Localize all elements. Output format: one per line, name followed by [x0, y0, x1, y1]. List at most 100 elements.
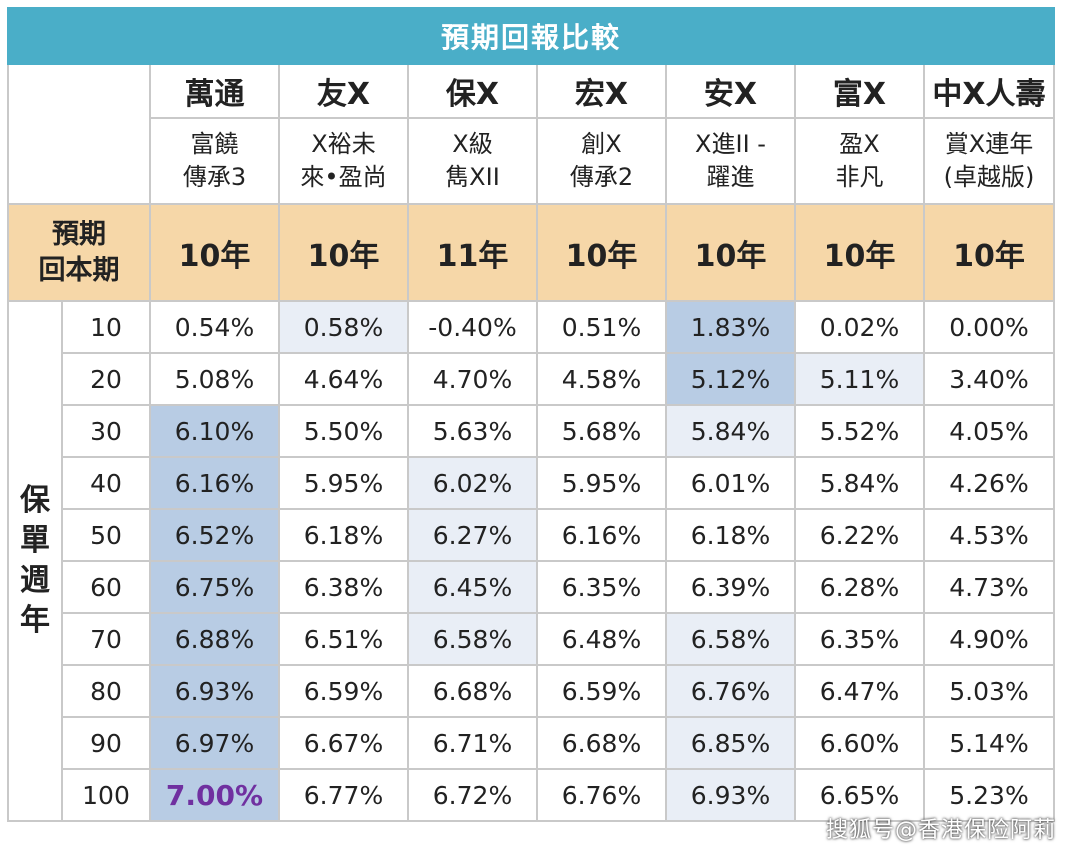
- return-cell: 6.52%: [149, 508, 280, 562]
- return-value: 6.38%: [303, 572, 384, 602]
- return-cell: 6.67%: [278, 716, 409, 770]
- return-cell: 6.16%: [149, 456, 280, 510]
- return-value: 6.18%: [690, 520, 771, 550]
- table-row: 100 7.00% 6.77% 6.72% 6.76% 6.93% 6.65% 5.23%: [8, 768, 1055, 822]
- payback-label: 預期 回本期: [7, 203, 151, 302]
- product-name-line: 非凡: [835, 163, 884, 191]
- return-value: 5.08%: [174, 364, 255, 394]
- return-value: 6.28%: [819, 572, 900, 602]
- return-value: 6.59%: [303, 676, 384, 706]
- return-cell: 6.10%: [149, 404, 280, 458]
- return-value: 6.76%: [561, 780, 642, 810]
- table-row: 70 6.88% 6.51% 6.58% 6.48% 6.58% 6.35% 4.90%: [8, 612, 1055, 666]
- return-cell: 4.26%: [923, 456, 1055, 510]
- product-name-line: 富饒: [190, 130, 239, 158]
- return-cell: 6.45%: [407, 560, 538, 614]
- return-value: 6.77%: [303, 780, 384, 810]
- return-cell: 5.95%: [536, 456, 667, 510]
- product-name: 賞X連年 (卓越版): [923, 117, 1055, 205]
- product-name-line: 盈X: [839, 130, 880, 158]
- return-value: 6.76%: [690, 676, 771, 706]
- return-cell: 6.16%: [536, 508, 667, 562]
- return-cell: 1.83%: [665, 300, 796, 354]
- policy-year: 80: [61, 664, 151, 718]
- return-value: 6.75%: [174, 572, 255, 602]
- return-value: 6.67%: [303, 728, 384, 758]
- return-value: 3.40%: [949, 364, 1029, 394]
- return-cell: 7.00%: [149, 768, 280, 822]
- product-name-line: 來•盈尚: [300, 163, 387, 191]
- return-cell: 6.76%: [536, 768, 667, 822]
- return-cell: 4.70%: [407, 352, 538, 406]
- return-cell: 6.59%: [278, 664, 409, 718]
- return-cell: 6.02%: [407, 456, 538, 510]
- payback-value: 10年: [923, 203, 1055, 302]
- return-cell: 6.38%: [278, 560, 409, 614]
- return-cell: 0.02%: [794, 300, 925, 354]
- return-cell: 6.47%: [794, 664, 925, 718]
- return-value: 6.16%: [561, 520, 642, 550]
- return-cell: 6.58%: [407, 612, 538, 666]
- company-name: 友X: [278, 63, 409, 119]
- product-name-line: 創X: [581, 130, 622, 158]
- product-name-line: X裕未: [311, 130, 376, 158]
- return-cell: 6.75%: [149, 560, 280, 614]
- product-name: 富饒 傳承3: [149, 117, 280, 205]
- return-value: 5.11%: [819, 364, 900, 394]
- header-corner: [7, 63, 151, 205]
- payback-value: 11年: [407, 203, 538, 302]
- return-cell: 6.77%: [278, 768, 409, 822]
- return-cell: 6.22%: [794, 508, 925, 562]
- product-name: X裕未來•盈尚: [278, 117, 409, 205]
- table-row: 90 6.97% 6.67% 6.71% 6.68% 6.85% 6.60% 5.14%: [8, 716, 1055, 770]
- return-value: 6.72%: [432, 780, 513, 810]
- return-value: 6.01%: [690, 468, 771, 498]
- return-value: 5.52%: [819, 416, 900, 446]
- policy-year: 90: [61, 716, 151, 770]
- return-cell: 0.51%: [536, 300, 667, 354]
- return-value: 6.02%: [432, 468, 513, 498]
- return-value: 4.70%: [432, 364, 513, 394]
- return-value: 6.93%: [174, 676, 255, 706]
- return-value: 6.71%: [432, 728, 513, 758]
- return-value: 6.47%: [819, 676, 900, 706]
- return-value: 5.03%: [949, 676, 1029, 706]
- company-name: 富X: [794, 63, 925, 119]
- return-value: 5.63%: [432, 416, 513, 446]
- return-value: 6.85%: [690, 728, 771, 758]
- return-cell: 4.05%: [923, 404, 1055, 458]
- return-value: 0.58%: [303, 312, 384, 342]
- return-cell: 5.63%: [407, 404, 538, 458]
- return-cell: 5.03%: [923, 664, 1055, 718]
- return-cell: 6.68%: [536, 716, 667, 770]
- table-row: 60 6.75% 6.38% 6.45% 6.35% 6.39% 6.28% 4.73%: [8, 560, 1055, 614]
- product-name: X進II - 躍進: [665, 117, 796, 205]
- product-name-line: 賞X連年: [944, 130, 1034, 158]
- return-cell: 6.93%: [665, 768, 796, 822]
- return-value: 6.58%: [432, 624, 513, 654]
- return-value: 5.23%: [949, 780, 1029, 810]
- return-cell: 4.58%: [536, 352, 667, 406]
- return-cell: 6.28%: [794, 560, 925, 614]
- product-name-line: (卓越版): [943, 163, 1035, 191]
- return-value: 5.95%: [303, 468, 384, 498]
- return-value: 5.50%: [303, 416, 384, 446]
- policy-year-label: 保單週年: [7, 300, 63, 822]
- return-cell: 4.90%: [923, 612, 1055, 666]
- return-value: 4.53%: [949, 520, 1029, 550]
- return-cell: 5.14%: [923, 716, 1055, 770]
- return-cell: 6.93%: [149, 664, 280, 718]
- return-value: -0.40%: [428, 312, 517, 342]
- policy-year: 100: [61, 768, 151, 822]
- return-cell: 5.08%: [149, 352, 280, 406]
- company-name: 保X: [407, 63, 538, 119]
- return-value: 6.97%: [174, 728, 255, 758]
- product-name: 盈X 非凡: [794, 117, 925, 205]
- return-cell: 6.68%: [407, 664, 538, 718]
- return-value: 5.84%: [690, 416, 771, 446]
- return-value: 5.84%: [819, 468, 900, 498]
- return-value: 4.26%: [949, 468, 1029, 498]
- return-value: 0.54%: [174, 312, 255, 342]
- return-cell: 0.54%: [149, 300, 280, 354]
- return-cell: 5.84%: [794, 456, 925, 510]
